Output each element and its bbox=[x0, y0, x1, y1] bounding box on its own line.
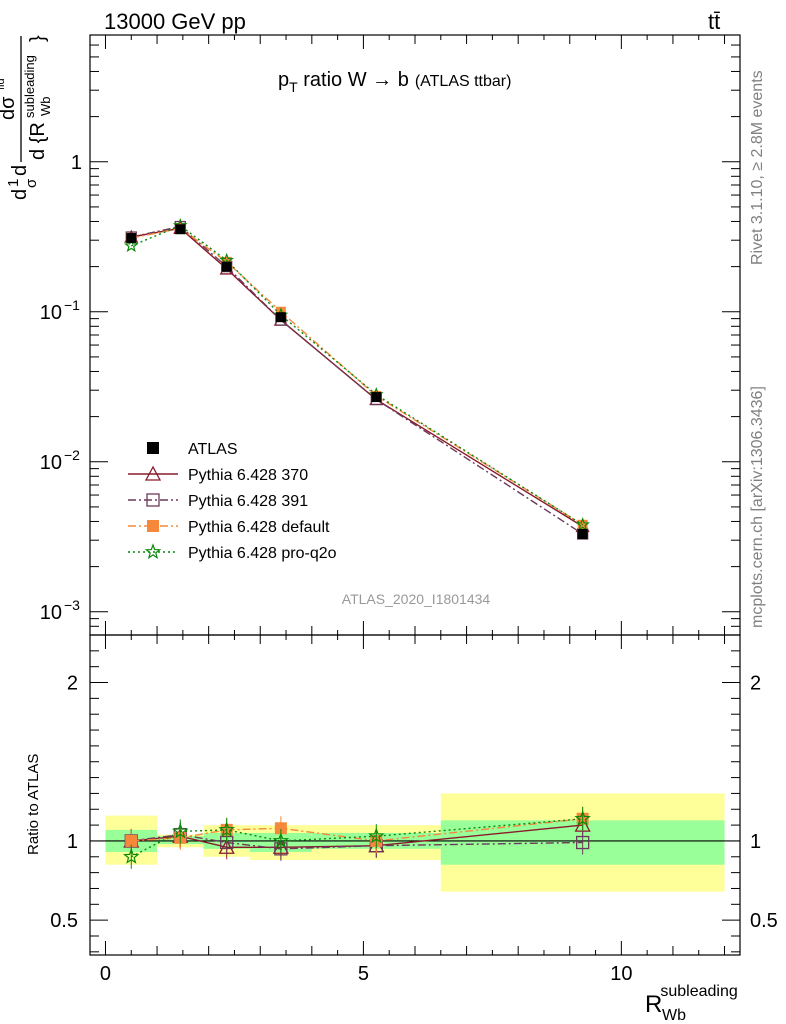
main-y-tick-label: 10 bbox=[40, 452, 62, 474]
x-axis-label: Rsubleading bbox=[645, 983, 738, 1018]
legend-marker bbox=[144, 543, 162, 560]
x-tick-label: 10 bbox=[610, 963, 632, 985]
ylabel-subleading: subleading bbox=[22, 55, 37, 118]
title-main-sub: T bbox=[289, 79, 298, 95]
series-line-main bbox=[131, 227, 584, 526]
main-y-tick-label: 10 bbox=[40, 602, 62, 624]
analysis-watermark: ATLAS_2020_I1801434 bbox=[342, 591, 491, 607]
rivet-label: Rivet 3.1.10, ≥ 2.8M events bbox=[749, 70, 766, 265]
axis-tick-labels: 110 −110 −210 −32 21 10.5 0.50 5 10 bbox=[40, 152, 778, 985]
ratio-y-tick-label-left: 2 bbox=[67, 673, 78, 695]
legend-label: Pythia 6.428 default bbox=[188, 519, 330, 536]
series-point-main bbox=[275, 306, 286, 317]
ylabel-d: d bbox=[9, 189, 31, 200]
series-point-main bbox=[575, 517, 591, 532]
main-y-tick-exponent: −3 bbox=[64, 597, 80, 613]
legend-marker bbox=[147, 520, 159, 532]
x-tick-label: 5 bbox=[358, 963, 369, 985]
legend-marker bbox=[144, 465, 162, 481]
ratio-y-tick-label-left: 1 bbox=[67, 831, 78, 853]
legend-label: Pythia 6.428 pro-q2o bbox=[188, 545, 337, 562]
main-y-tick-exponent: −2 bbox=[64, 447, 80, 463]
main-y-axis-label: d 1 σ d dσ fid d {R subleading Wb } bbox=[0, 35, 53, 200]
series-line-ratio bbox=[131, 818, 583, 842]
title-main: p bbox=[278, 69, 289, 91]
legend-label: Pythia 6.428 370 bbox=[188, 467, 308, 484]
plot-title: pT ratio W → b (ATLAS ttbar) bbox=[278, 69, 511, 95]
process-label: tt̄ bbox=[708, 9, 720, 34]
mcplots-label: mcplots.cern.ch [arXiv:1306.3436] bbox=[749, 386, 766, 628]
energy-label: 13000 GeV pp bbox=[104, 9, 246, 34]
ylabel-fid: fid bbox=[0, 78, 7, 90]
ylabel-sigma: σ bbox=[23, 178, 40, 188]
legend-marker bbox=[146, 493, 160, 507]
ylabel-d2: d bbox=[9, 165, 31, 176]
ylabel-dsigma: dσ bbox=[0, 96, 19, 120]
ratio-y-tick-label-right: 2 bbox=[750, 673, 761, 695]
ylabel-brace: } bbox=[27, 35, 49, 42]
ylabel-wb: Wb bbox=[38, 97, 53, 117]
series-line-ratio bbox=[130, 818, 583, 858]
ylabel-dr: d {R bbox=[27, 122, 49, 160]
legend-marker bbox=[147, 442, 159, 454]
data-point bbox=[126, 233, 137, 244]
ratio-y-axis-label: Ratio to ATLAS bbox=[25, 754, 42, 855]
series-line-ratio bbox=[131, 824, 583, 848]
ratio-plot-series bbox=[122, 806, 591, 869]
series-line-main bbox=[131, 227, 584, 528]
data-point bbox=[275, 312, 286, 323]
data-point bbox=[371, 392, 382, 403]
title-small: (ATLAS ttbar) bbox=[415, 73, 512, 90]
main-plot-series bbox=[123, 218, 591, 540]
ratio-y-tick-label-right: 1 bbox=[750, 831, 761, 853]
xlabel-sup: subleading bbox=[660, 983, 737, 1000]
ratio-y-tick-label-left: 0.5 bbox=[50, 910, 78, 932]
data-point bbox=[577, 528, 588, 539]
legend-label: ATLAS bbox=[188, 441, 238, 458]
title-main-rest: ratio W → b bbox=[298, 69, 409, 91]
legend-label: Pythia 6.428 391 bbox=[188, 493, 308, 510]
series-point-main bbox=[123, 238, 139, 253]
main-y-tick-label: 10 bbox=[40, 302, 62, 324]
main-y-tick-label: 1 bbox=[71, 152, 82, 174]
xlabel-sub: Wb bbox=[662, 1007, 686, 1024]
xlabel-main: R bbox=[645, 991, 662, 1018]
data-point bbox=[175, 224, 186, 235]
series-line-ratio bbox=[131, 833, 583, 850]
ylabel-one: 1 bbox=[5, 179, 22, 187]
legend: ATLAS Pythia 6.428 370 Pythia 6.428 391 Pyt… bbox=[128, 441, 337, 562]
main-y-tick-exponent: −1 bbox=[64, 297, 80, 313]
ratio-y-tick-label-right: 0.5 bbox=[750, 910, 778, 932]
series-line-main bbox=[131, 225, 584, 535]
x-tick-label: 0 bbox=[100, 963, 111, 985]
data-point bbox=[221, 261, 232, 272]
